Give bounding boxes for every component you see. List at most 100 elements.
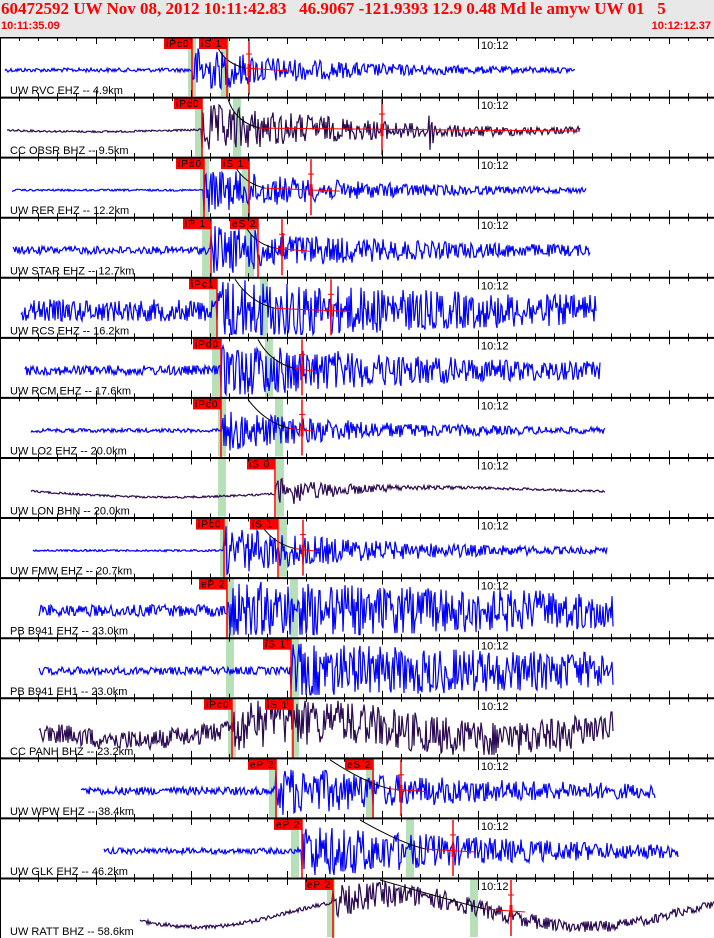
pick-label-box[interactable] xyxy=(265,698,293,710)
trace-panel[interactable]: iP 1 eS 2 UW STAR EHZ -- 12.7km 10:12 xyxy=(0,210,714,278)
pick-window xyxy=(276,458,284,517)
pick-label-box[interactable] xyxy=(263,638,291,650)
waveform-trace xyxy=(32,526,608,576)
trace-panel[interactable]: iPc0 iS 1 CC PANH BHZ -- 23.2km 10:12 xyxy=(0,690,714,758)
trace-panel[interactable]: eP 2 UW RATT BHZ -- 58.6km 10:12 xyxy=(0,870,714,938)
pick-label: eS 2 xyxy=(347,760,372,771)
station-label: CC PANH BHZ -- 23.2km xyxy=(10,746,133,758)
coda-line xyxy=(424,848,476,853)
waveform-trace xyxy=(80,769,656,815)
coda-marker-box xyxy=(247,64,251,77)
pick-label-box[interactable] xyxy=(250,518,278,530)
trace-panel[interactable]: iS 1 PB B941 EH1 -- 23.0km 10:12 xyxy=(0,630,714,698)
pick-label-box[interactable] xyxy=(305,878,333,890)
waveform-trace xyxy=(38,700,614,755)
minute-label: 10:12 xyxy=(481,521,509,533)
pick-label-box[interactable] xyxy=(199,578,227,590)
coda-marker-box xyxy=(451,844,455,857)
coda-marker-box xyxy=(309,184,313,197)
trace-panel[interactable]: iPc0 CC OBSR BHZ -- 9.5km 10:12 xyxy=(0,90,714,158)
trace-panel[interactable]: iS 0 UW LON BHN -- 20.0km 10:12 xyxy=(0,450,714,518)
minute-label: 10:12 xyxy=(481,100,509,112)
start-time-label: 10:11:35.09 xyxy=(1,20,60,32)
waveform-trace xyxy=(38,581,614,636)
minute-label: 10:12 xyxy=(481,40,509,52)
pick-label: iPc0 xyxy=(166,39,189,50)
minute-label: 10:12 xyxy=(481,881,509,893)
pick-label: iPd0 xyxy=(195,339,219,350)
pick-label: iPd0 xyxy=(178,159,202,170)
pick-label: eS 2 xyxy=(232,219,257,230)
pick-window xyxy=(226,638,234,697)
station-label: UW LON BHN -- 20.0km xyxy=(10,506,130,518)
pick-label: eP 2 xyxy=(276,820,300,831)
coda-line xyxy=(274,307,351,312)
pick-label-box[interactable] xyxy=(183,218,211,230)
station-label: UW RCM EHZ -- 17.6km xyxy=(10,385,131,397)
pick-label-box[interactable] xyxy=(247,458,275,470)
theoretical-arrival-curve xyxy=(329,759,391,790)
station-label: PB B941 EHZ -- 23.0km xyxy=(10,626,128,638)
pick-label-box[interactable] xyxy=(196,518,224,530)
pick-label: iS 1 xyxy=(265,640,286,651)
pick-label-box[interactable] xyxy=(189,278,217,290)
pick-label-box[interactable] xyxy=(248,758,276,770)
minute-label: 10:12 xyxy=(481,460,509,472)
pick-label-box[interactable] xyxy=(345,758,373,770)
pick-window xyxy=(327,878,335,938)
station-label: CC OBSR BHZ -- 9.5km xyxy=(10,145,129,157)
theoretical-arrival-curve xyxy=(227,98,261,129)
trace-panel[interactable]: eP 2 PB B941 EHZ -- 23.0km 10:12 xyxy=(0,570,714,638)
waveform-trace xyxy=(20,280,597,337)
trace-panel[interactable]: eP 2 UW GLK EHZ -- 46.2km 10:12 xyxy=(0,810,714,878)
pick-label-box[interactable] xyxy=(193,338,221,350)
pick-label-box[interactable] xyxy=(230,218,258,230)
station-label: UW FMW EHZ -- 20.7km xyxy=(10,566,132,578)
pick-label: iS 1 xyxy=(252,520,273,531)
end-time-label: 10:12:12.37 xyxy=(651,20,711,32)
minute-label: 10:12 xyxy=(481,821,509,833)
theoretical-arrival-curve xyxy=(359,819,426,850)
pick-label: eP 2 xyxy=(201,580,225,591)
pick-label-box[interactable] xyxy=(199,38,227,49)
pick-window xyxy=(260,278,268,337)
minute-label: 10:12 xyxy=(481,340,509,352)
pick-label-box[interactable] xyxy=(193,398,221,410)
waveform-trace xyxy=(30,411,606,451)
pick-label-box[interactable] xyxy=(176,158,204,170)
event-header: 60472592 UW Nov 08, 2012 10:11:42.83 46.… xyxy=(0,0,714,37)
pick-window xyxy=(291,698,299,757)
seismogram-plot[interactable]: iPc0 iS 1 UW RVC EHZ -- 4.9km 10:12 iPc0 CC O… xyxy=(0,37,714,938)
coda-marker-box xyxy=(380,124,384,137)
pick-label-box[interactable] xyxy=(204,698,232,710)
coda-marker-box xyxy=(280,244,284,257)
pick-label-box[interactable] xyxy=(174,98,202,110)
theoretical-arrival-curve xyxy=(247,399,291,429)
trace-panel[interactable]: iPd0 UW RCM EHZ -- 17.6km 10:12 xyxy=(0,330,714,398)
coda-marker-box xyxy=(509,905,513,918)
trace-panel[interactable]: iPd0 iS 1 UW RER EHZ -- 12.2km 10:12 xyxy=(0,150,714,218)
pick-label-box[interactable] xyxy=(221,158,249,170)
trace-panel[interactable]: iPc1 UW RCS EHZ -- 16.2km 10:12 xyxy=(0,270,714,338)
trace-panel[interactable]: iPc0 iS 1 UW RVC EHZ -- 4.9km 10:12 xyxy=(0,37,714,98)
pick-window xyxy=(242,158,250,217)
waveform-trace xyxy=(103,827,679,876)
minute-label: 10:12 xyxy=(481,160,509,172)
event-title: 60472592 UW Nov 08, 2012 10:11:42.83 46.… xyxy=(1,0,666,18)
pick-label-box[interactable] xyxy=(164,38,192,49)
waveform-trace xyxy=(38,643,614,696)
station-label: UW RVC EHZ -- 4.9km xyxy=(10,85,123,97)
pick-window xyxy=(245,218,254,277)
coda-line xyxy=(484,908,526,913)
coda-marker-box xyxy=(399,784,403,797)
pick-label: iS 1 xyxy=(267,700,288,711)
pick-window xyxy=(226,578,234,637)
station-label: UW RATT BHZ -- 58.6km xyxy=(10,926,134,938)
coda-line xyxy=(264,187,341,192)
trace-panel[interactable]: iPc0 UW LO2 EHZ -- 20.0km 10:12 xyxy=(0,390,714,458)
station-label: UW STAR EHZ -- 12.7km xyxy=(10,265,134,277)
trace-panel[interactable]: eP 2 eS 2 UW WPW EHZ -- 38.4km 10:12 xyxy=(0,750,714,818)
trace-panel[interactable]: iPc0 iS 1 UW FMW EHZ -- 20.7km 10:12 xyxy=(0,510,714,578)
waveform-trace xyxy=(139,880,714,933)
station-label: UW RER EHZ -- 12.2km xyxy=(10,205,129,217)
